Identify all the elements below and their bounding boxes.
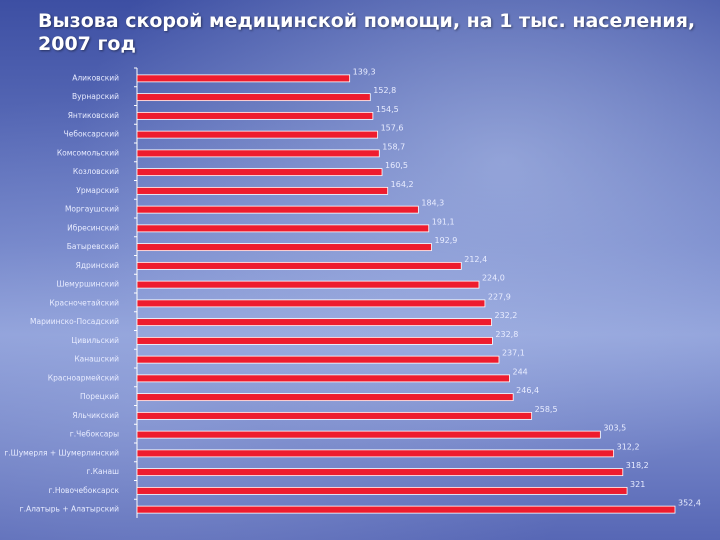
category-label: г.Чебоксары [70,430,119,439]
bar-5 [136,149,380,158]
value-label: 237,1 [502,349,525,358]
category-label: Красночетайский [49,298,119,307]
value-label: 321 [630,480,645,489]
bar-6 [136,168,383,177]
value-label: 258,5 [535,405,558,414]
bar-4 [136,130,379,139]
category-label: Ядринский [76,261,119,270]
bar-19 [136,411,533,420]
category-label: Ибресинский [67,223,119,232]
value-label: 224,0 [482,274,505,283]
bar-18 [136,393,514,402]
category-label: г.Новочебоксарск [49,486,120,495]
value-label: 158,7 [382,142,405,151]
value-label: 232,2 [494,311,517,320]
value-label: 191,1 [432,217,455,226]
value-label: 139,3 [353,67,376,76]
category-label: Чебоксарский [64,130,120,139]
value-label: 352,4 [678,499,701,508]
value-label: 157,6 [381,124,404,133]
bar-11 [136,261,462,270]
category-label: Янтиковский [68,111,119,120]
category-label: Яльчикский [72,411,119,420]
value-label: 152,8 [373,86,396,95]
bar-10 [136,243,432,252]
value-label: 318,2 [626,461,649,470]
bar-17 [136,374,510,383]
value-label: 312,2 [617,442,640,451]
bar-7 [136,186,389,195]
category-label: Батыревский [67,242,119,251]
bar-3 [136,111,374,120]
category-label: г.Шумерля + Шумерлинский [4,448,119,457]
category-label: Урмарский [76,186,119,195]
category-label: Порецкий [80,392,119,401]
chart-title: Вызова скорой медицинской помощи, на 1 т… [38,10,696,55]
value-label: 192,9 [434,236,457,245]
bar-9 [136,224,430,233]
value-label: 164,2 [391,180,414,189]
bar-2 [136,93,371,102]
category-label: Комсомольский [57,148,119,157]
category-label: Моргаушский [65,205,119,214]
category-label: Аликовский [72,73,119,82]
value-label: 303,5 [603,424,626,433]
value-label: 232,8 [495,330,518,339]
bar-12 [136,280,480,289]
bar-1 [136,74,351,83]
category-label: Канашский [74,355,119,364]
bar-14 [136,318,492,327]
bar-23 [136,486,628,495]
value-label: 160,5 [385,161,408,170]
category-label: Мариинско-Посадский [30,317,119,326]
bar-15 [136,336,493,345]
bar-22 [136,468,624,477]
bar-13 [136,299,486,308]
category-label: Вурнарский [72,92,119,101]
bar-16 [136,355,500,364]
category-label: Козловский [73,167,119,176]
category-label: г.Канаш [86,467,119,476]
category-label: Красноармейский [48,373,119,382]
category-label: Шемуршинский [56,280,119,289]
value-label: 244 [513,367,528,376]
bar-20 [136,430,601,439]
value-label: 184,3 [421,199,444,208]
category-label: г.Алатырь + Алатырский [20,505,119,514]
bar-8 [136,205,419,214]
value-label: 154,5 [376,105,399,114]
value-label: 227,9 [488,292,511,301]
category-label: Цивильский [71,336,119,345]
value-label: 212,4 [464,255,487,264]
value-label: 246,4 [516,386,539,395]
bar-21 [136,449,615,458]
bar-24 [136,505,676,514]
